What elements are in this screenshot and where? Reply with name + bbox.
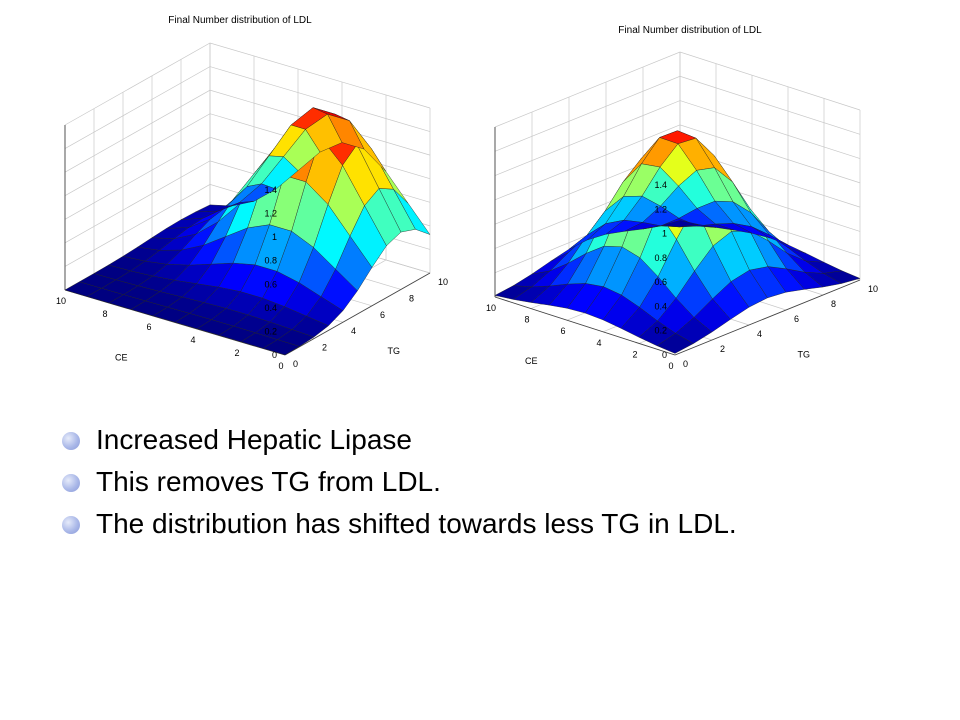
tick-labels: 0 0.2 0.4 0.6 0.8 1 1.2 1.4 0 2 4 6 8 10 0 2 4 6 8 10: [486, 180, 878, 371]
bullet-item: Increased Hepatic Lipase: [62, 422, 902, 458]
x-tick-label: 8: [524, 315, 529, 325]
z-tick-label: 1.4: [654, 180, 667, 190]
surface-patch: [195, 204, 233, 213]
surface-plot-svg: 0 0.2 0.4 0.6 0.8 1 1.2 1.4 0 2 4 6 8 10 0 2 4 6 8 10 CE TG: [486, 51, 878, 371]
x-tick-label: 6: [146, 322, 151, 332]
y-tick-label: 6: [380, 310, 385, 320]
bullet-item: The distribution has shifted towards les…: [62, 506, 902, 542]
z-tick-label: 0.4: [264, 303, 277, 313]
y-tick-label: 4: [351, 326, 356, 336]
z-tick-label: 1.2: [264, 209, 277, 219]
bullet-dot-icon: [62, 432, 80, 450]
z-tick-label: 0.6: [264, 279, 277, 289]
y-tick-label: 2: [720, 344, 725, 354]
surface-plot-svg: 0 0.2 0.4 0.6 0.8 1 1.2 1.4 0 2 4 6 8 10 0 2 4 6 8 10 CE TG: [56, 42, 448, 371]
y-tick-label: 8: [409, 293, 414, 303]
x-tick-label: 4: [190, 335, 195, 345]
surface-patch: [661, 220, 699, 228]
y-tick-label: 0: [293, 359, 298, 369]
grid-line: [64, 66, 431, 149]
z-tick-label: 0.6: [654, 277, 667, 287]
axis-line: [674, 279, 861, 356]
x-axis-label: CE: [115, 353, 128, 363]
y-tick-label: 0: [683, 359, 688, 369]
surface-mesh: [64, 107, 431, 356]
bullet-dot-icon: [62, 474, 80, 492]
y-axis-label: TG: [388, 346, 401, 356]
grid-line: [64, 42, 431, 126]
y-tick-label: 6: [794, 314, 799, 324]
z-tick-label: 0.2: [654, 326, 667, 336]
z-tick-label: 1.2: [654, 204, 667, 214]
x-tick-label: 0: [668, 361, 673, 371]
z-tick-label: 0.8: [654, 253, 667, 263]
z-tick-label: 0.8: [264, 256, 277, 266]
z-tick-label: 0: [272, 350, 277, 360]
x-tick-label: 2: [234, 348, 239, 358]
z-tick-label: 0.2: [264, 326, 277, 336]
bullet-item: This removes TG from LDL.: [62, 464, 902, 500]
chart-title: Final Number distribution of LDL: [618, 25, 762, 36]
x-tick-label: 2: [632, 349, 637, 359]
y-tick-label: 4: [757, 329, 762, 339]
x-tick-label: 8: [102, 309, 107, 319]
y-tick-label: 8: [831, 299, 836, 309]
bullet-list: Increased Hepatic Lipase This removes TG…: [62, 422, 902, 548]
tick-labels: 0 0.2 0.4 0.6 0.8 1 1.2 1.4 0 2 4 6 8 10 0 2 4 6 8 10: [56, 185, 448, 371]
x-axis-label: CE: [525, 356, 538, 366]
axis-line: [284, 272, 431, 356]
x-tick-label: 6: [560, 326, 565, 336]
y-axis-label: TG: [798, 350, 811, 360]
chart-title: Final Number distribution of LDL: [168, 15, 312, 26]
surface-plot-right: Final Number distribution of LDL 0 0.2 0.4…: [470, 25, 910, 385]
axis-line: [494, 296, 676, 356]
z-tick-label: 1: [662, 229, 667, 239]
z-tick-label: 1.4: [264, 185, 277, 195]
y-tick-label: 2: [322, 343, 327, 353]
y-tick-label: 10: [868, 284, 878, 294]
x-tick-label: 4: [596, 338, 601, 348]
x-tick-label: 10: [486, 303, 496, 313]
surface-plot-left: Final Number distribution of LDL 0 0.2 0.4…: [20, 15, 460, 375]
grid-line: [494, 51, 861, 128]
z-tick-label: 0: [662, 350, 667, 360]
z-tick-label: 1: [272, 232, 277, 242]
x-tick-label: 0: [278, 361, 283, 371]
x-tick-label: 10: [56, 296, 66, 306]
bullet-dot-icon: [62, 516, 80, 534]
surface-mesh: [494, 130, 861, 354]
y-tick-label: 10: [438, 277, 448, 287]
z-tick-label: 0.4: [654, 301, 667, 311]
